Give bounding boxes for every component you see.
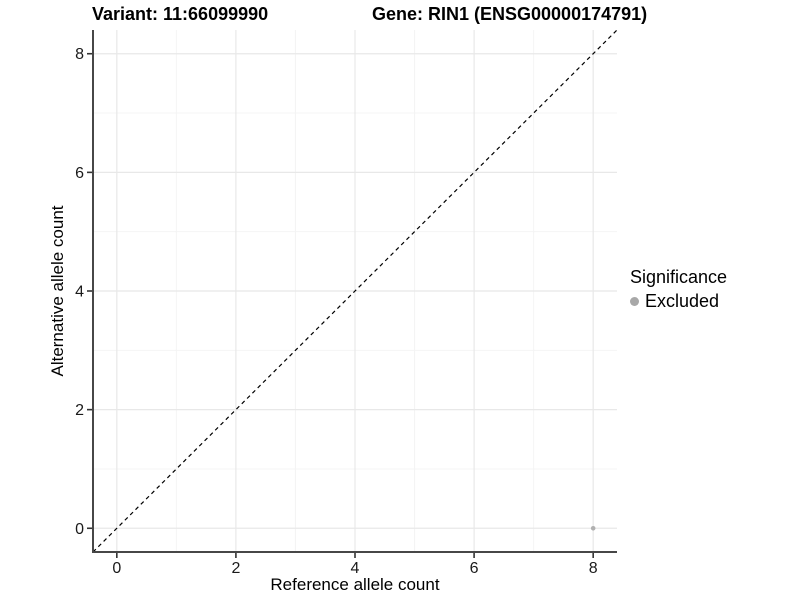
x-tick-label: 4 xyxy=(351,560,360,577)
x-tick-label: 8 xyxy=(589,560,598,577)
legend-point-icon xyxy=(630,297,639,306)
legend-title: Significance xyxy=(630,267,728,287)
plot-title-variant: Variant: 11:66099990 xyxy=(92,4,269,24)
y-tick-label: 2 xyxy=(75,402,84,419)
y-tick-label: 8 xyxy=(75,46,84,63)
y-axis-ticks: 0 2 4 6 8 xyxy=(75,46,92,538)
x-axis-ticks: 0 2 4 6 8 xyxy=(112,553,598,577)
y-tick-label: 4 xyxy=(75,284,84,301)
legend: Significance Excluded xyxy=(630,267,727,312)
plot-title-gene: Gene: RIN1 (ENSG00000174791) xyxy=(372,4,648,24)
data-points xyxy=(590,525,596,531)
identity-dashed-line xyxy=(92,29,618,553)
y-axis-title: Alternative allele count xyxy=(48,205,67,377)
x-tick-label: 2 xyxy=(231,560,240,577)
axis-lines xyxy=(92,30,617,553)
y-tick-label: 0 xyxy=(75,521,84,538)
legend-entry-label: Excluded xyxy=(645,291,720,311)
x-axis-title: Reference allele count xyxy=(270,575,440,594)
y-tick-label: 6 xyxy=(75,165,84,182)
legend-entry-excluded: Excluded xyxy=(630,291,727,312)
data-point-excluded xyxy=(590,525,596,531)
x-tick-label: 0 xyxy=(112,560,121,577)
x-tick-label: 6 xyxy=(470,560,479,577)
